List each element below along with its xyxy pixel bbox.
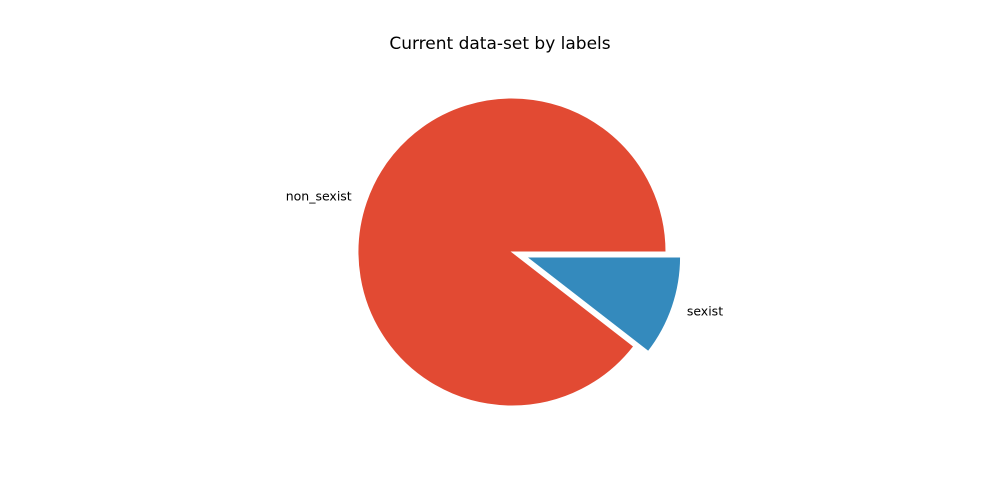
pie-slice-non-sexist	[357, 97, 667, 407]
chart-title: Current data-set by labels	[389, 34, 611, 54]
pie-label-sexist: sexist	[687, 303, 723, 318]
pie-slice-sexist	[525, 256, 682, 353]
pie-slices	[357, 97, 682, 407]
pie-label-non-sexist: non_sexist	[286, 189, 352, 204]
